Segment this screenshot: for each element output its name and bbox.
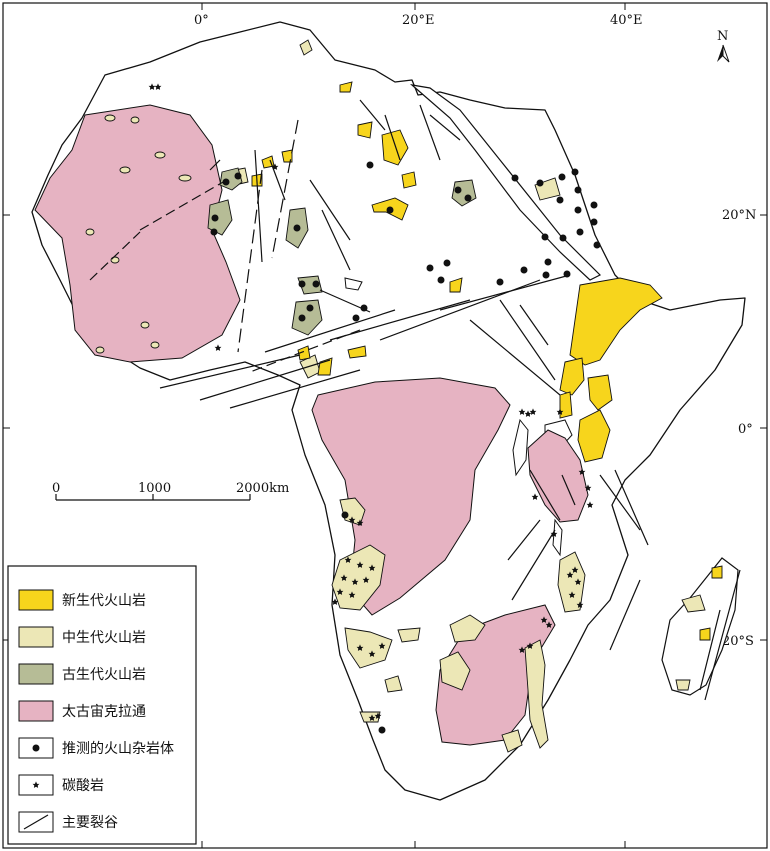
lon-label-40e: 40°E: [610, 13, 643, 28]
scale-tick-0: 0: [52, 481, 60, 496]
lon-label-20e: 20°E: [402, 13, 435, 28]
legend: 新生代火山岩 中生代火山岩 古生代火山岩 太古宙克拉通 推测的火山杂岩体 碳酸岩…: [7, 565, 197, 845]
svg-text:N: N: [717, 29, 728, 44]
major-rifts: [89, 99, 741, 701]
north-arrow: N: [717, 29, 730, 63]
lat-label-20n: 20°N: [722, 208, 756, 223]
legend-swatch-craton: [18, 700, 54, 722]
legend-swatch-paleozoic: [18, 663, 54, 685]
lake-tanganyika: [512, 418, 529, 477]
legend-label-cenozoic: 新生代火山岩: [62, 593, 146, 609]
legend-rift-icon: [23, 814, 49, 830]
red-sea: [410, 84, 602, 281]
legend-label-complex: 推测的火山杂岩体: [62, 741, 174, 757]
lat-label-20s: 20°S: [722, 634, 754, 649]
scale-tick-2000km: 2000km: [236, 481, 289, 496]
legend-label-mesozoic: 中生代火山岩: [62, 630, 146, 646]
legend-swatch-cenozoic: [18, 589, 54, 611]
lon-label-0: 0°: [194, 13, 209, 28]
west-african-craton: [34, 104, 241, 363]
madagascar: [661, 557, 739, 696]
legend-dot-icon: [32, 744, 40, 752]
legend-label-craton: 太古宙克拉通: [62, 704, 146, 720]
legend-swatch-mesozoic: [18, 626, 54, 648]
inferred-complexes: [210, 161, 601, 734]
lake-malawi: [552, 518, 563, 557]
legend-label-rift: 主要裂谷: [62, 815, 118, 831]
scale-tick-1000: 1000: [138, 481, 171, 496]
scale-bar: [55, 494, 251, 501]
lat-label-0: 0°: [738, 422, 753, 437]
lake-chad: [344, 277, 363, 291]
legend-label-carbonatite: 碳酸岩: [62, 778, 104, 794]
cenozoic-volcanics: [251, 81, 723, 641]
legend-label-paleozoic: 古生代火山岩: [62, 667, 146, 683]
